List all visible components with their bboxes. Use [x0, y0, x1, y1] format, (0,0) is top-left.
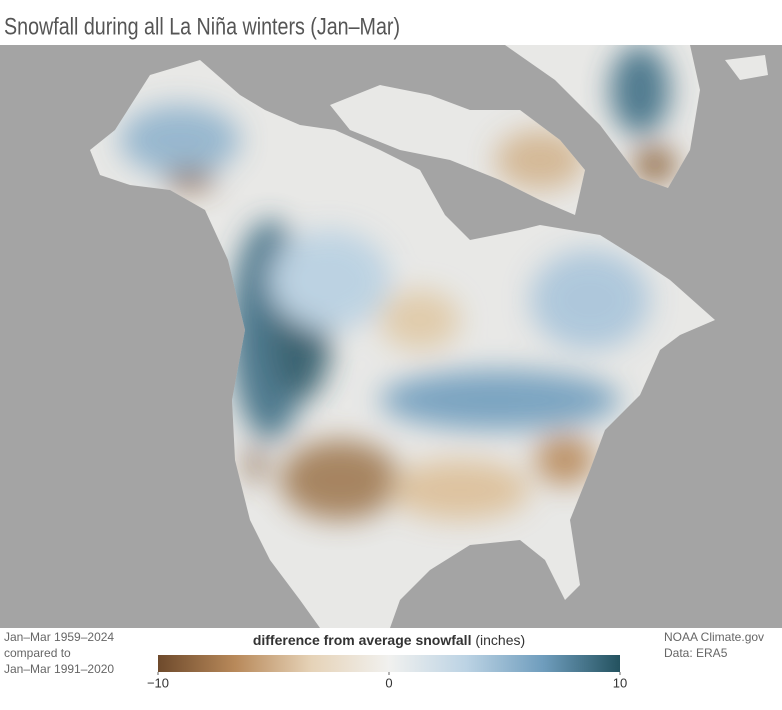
note-line: compared to [4, 646, 71, 660]
credit-line: NOAA Climate.gov [664, 630, 764, 644]
tick-label: 10 [613, 675, 627, 690]
note-line: Jan–Mar 1991–2020 [4, 662, 114, 676]
note-line: Jan–Mar 1959–2024 [4, 630, 114, 644]
credit: NOAA Climate.gov Data: ERA5 [664, 630, 764, 660]
title: Snowfall during all La Niña winters (Jan… [4, 13, 400, 40]
legend: difference from average snowfall (inches… [147, 632, 627, 691]
tick-label: −10 [147, 675, 169, 690]
legend-title-main: difference from average snowfall [253, 632, 472, 648]
legend-unit: (inches) [475, 632, 525, 648]
legend-title: difference from average snowfall (inches… [253, 632, 525, 648]
credit-line: Data: ERA5 [664, 646, 728, 660]
colorbar [158, 655, 620, 672]
note: Jan–Mar 1959–2024 compared to Jan–Mar 1991… [4, 630, 114, 676]
tick-label: 0 [385, 675, 392, 690]
